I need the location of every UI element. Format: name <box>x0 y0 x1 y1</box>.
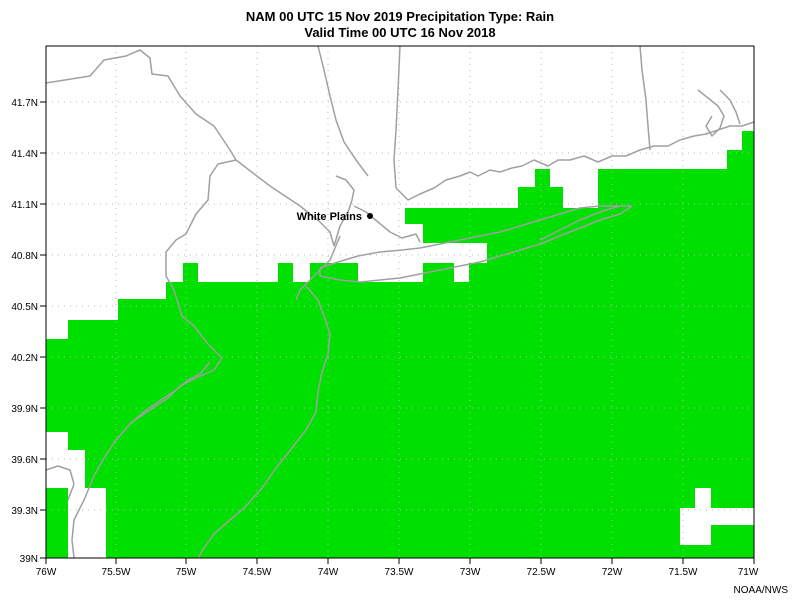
credit-label: NOAA/NWS <box>733 585 788 596</box>
lat-label: 39.3N <box>11 506 38 517</box>
valid-time-subtitle: Valid Time 00 UTC 16 Nov 2018 <box>304 25 496 40</box>
map-title: NAM 00 UTC 15 Nov 2019 Precipitation Typ… <box>245 9 555 24</box>
rain-area <box>46 131 754 558</box>
lon-label: 73W <box>460 567 481 578</box>
lat-label: 39.6N <box>11 455 38 466</box>
lat-label: 40.8N <box>11 251 38 262</box>
lon-label: 75.5W <box>102 567 131 578</box>
rain-region-southwest <box>46 488 68 558</box>
latitude-labels: 41.7N 41.4N 41.1N 40.8N 40.5N 40.2N 39.9… <box>11 98 38 565</box>
lon-label: 74.5W <box>243 567 272 578</box>
geographic-boundaries <box>45 45 755 559</box>
lat-label: 41.7N <box>11 98 38 109</box>
lon-label: 72W <box>602 567 623 578</box>
graticule <box>46 46 754 558</box>
rain-region-main <box>46 131 754 558</box>
city-marker-dot <box>367 213 373 219</box>
lat-label: 40.2N <box>11 353 38 364</box>
lon-label: 75W <box>176 567 197 578</box>
lon-label: 71W <box>738 567 759 578</box>
lon-label: 71.5W <box>669 567 698 578</box>
lon-label: 74W <box>318 567 339 578</box>
tick-marks <box>40 101 755 564</box>
lon-label: 76W <box>36 567 57 578</box>
map-frame <box>45 45 755 559</box>
lat-label: 39.9N <box>11 404 38 415</box>
lat-label: 40.5N <box>11 302 38 313</box>
lat-label: 39N <box>20 554 38 565</box>
lon-label: 73.5W <box>385 567 414 578</box>
lat-label: 41.1N <box>11 200 38 211</box>
longitude-labels: 76W 75.5W 75W 74.5W 74W 73.5W 73W 72.5W … <box>36 567 759 578</box>
lon-label: 72.5W <box>527 567 556 578</box>
lat-label: 41.4N <box>11 149 38 160</box>
city-label: White Plains <box>297 211 362 223</box>
